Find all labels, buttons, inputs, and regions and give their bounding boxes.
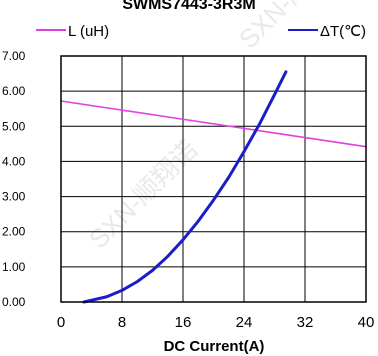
plot-frame [60, 55, 367, 303]
y-tick-label: 3.00 [2, 190, 26, 204]
x-tick-label: 40 [358, 314, 375, 331]
y-tick-label: 1.00 [2, 260, 26, 274]
y-tick-label: 6.00 [2, 84, 26, 98]
legend-label-inductance: L (uH) [68, 23, 109, 40]
legend-label-temperature-rise: ΔT(℃) [320, 23, 366, 40]
chart-title: SWMS7443-3R3M [122, 0, 255, 13]
y-tick-label: 2.00 [2, 225, 26, 239]
x-tick-label: 24 [236, 314, 253, 331]
legend: L (uH) ΔT(℃) [36, 23, 366, 40]
y-tick-label: 7.00 [2, 49, 26, 63]
y-tick-label: 5.00 [2, 119, 26, 133]
series-line-inductance [60, 100, 367, 148]
series-layer [60, 70, 367, 304]
x-axis-label: DC Current(A) [164, 338, 265, 355]
series-line-temperature-rise [82, 70, 288, 304]
x-tick-label: 32 [297, 314, 314, 331]
x-tick-label: 16 [175, 314, 192, 331]
watermark: SXN-顺翔诺 SXN-顺翔诺 [83, 0, 353, 254]
y-ticks: 0.00 1.00 2.00 3.00 4.00 5.00 6.00 7.00 [2, 49, 26, 309]
y-tick-label: 4.00 [2, 154, 26, 168]
grid [61, 56, 366, 302]
x-tick-label: 8 [118, 314, 126, 331]
x-tick-label: 0 [57, 314, 65, 331]
x-ticks: 0 8 16 24 32 40 [57, 314, 375, 331]
y-tick-label: 0.00 [2, 295, 26, 309]
